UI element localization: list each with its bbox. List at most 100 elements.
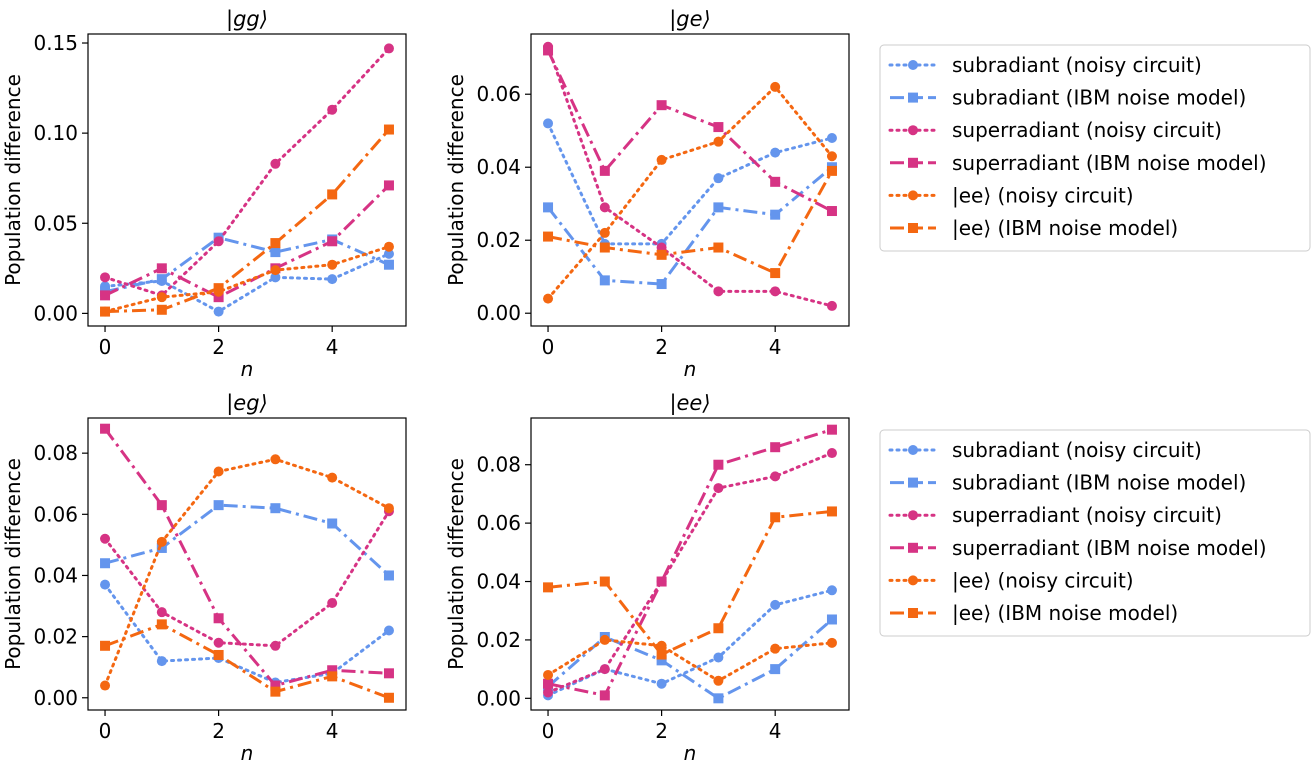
series-line (100, 43, 394, 301)
data-point (826, 424, 837, 435)
legend-label: subradiant (IBM noise model) (952, 86, 1246, 110)
data-point (270, 686, 281, 697)
data-point (656, 678, 667, 689)
series-path (103, 509, 391, 648)
data-point (156, 607, 167, 618)
panel-title: |gg⟩ (226, 7, 268, 32)
data-point (770, 664, 781, 675)
data-point (826, 300, 837, 311)
y-axis-label: Population difference (1, 74, 25, 286)
legend-label: |ee⟩ (noisy circuit) (952, 183, 1134, 207)
data-point (270, 680, 281, 691)
data-point (327, 597, 338, 608)
y-tick-label: 0.00 (33, 686, 78, 710)
y-tick-label: 0.04 (476, 155, 521, 179)
data-point (156, 304, 167, 315)
series-line (543, 41, 837, 311)
series-line (100, 500, 394, 581)
legend-label: superradiant (IBM noise model) (952, 151, 1267, 175)
data-point (713, 459, 724, 470)
legend-marker (908, 608, 918, 618)
x-axis-label: n (241, 741, 254, 762)
data-point (713, 675, 724, 686)
legend-marker (908, 575, 918, 586)
legend-marker (908, 190, 918, 201)
data-point (100, 579, 111, 590)
legend-item: superradiant (noisy circuit) (888, 118, 1222, 142)
series-line (543, 448, 837, 698)
y-tick-label: 0.08 (33, 441, 78, 465)
series-line (100, 506, 394, 651)
legend-box (879, 429, 1311, 637)
series-path (547, 618, 833, 701)
data-point (770, 209, 781, 220)
x-tick-label: 4 (769, 335, 782, 359)
x-tick-label: 4 (769, 719, 782, 743)
x-tick-label: 0 (99, 335, 112, 359)
data-point (383, 248, 394, 259)
y-tick-label: 0.00 (476, 301, 521, 325)
data-point (770, 599, 781, 610)
data-point (599, 576, 610, 587)
legend-label: subradiant (IBM noise model) (952, 471, 1246, 495)
data-point (599, 275, 610, 286)
x-axis-label: n (684, 741, 697, 762)
data-point (656, 655, 667, 666)
panel-2: |ge⟩ 0 2 4 0.00 0.02 0.04 0.06 n Population diffe… (444, 7, 850, 381)
data-point (713, 242, 724, 253)
data-point (599, 202, 610, 213)
series-path (546, 638, 834, 683)
data-point (770, 147, 781, 158)
series-path (546, 166, 833, 286)
data-point (213, 649, 224, 660)
legend-label: superradiant (noisy circuit) (952, 118, 1222, 142)
series-path (103, 427, 390, 688)
series-path (104, 503, 390, 577)
series-path (104, 622, 390, 700)
legend-item: subradiant (noisy circuit) (888, 438, 1202, 462)
series-path (103, 457, 391, 688)
data-point (156, 274, 167, 285)
data-point (713, 173, 724, 184)
legend-marker (908, 477, 918, 488)
data-point (213, 306, 224, 317)
legend-marker (908, 223, 918, 233)
y-tick-label: 0.02 (476, 228, 521, 252)
data-point (656, 279, 667, 290)
legend-marker (908, 445, 918, 455)
data-point (770, 643, 781, 654)
data-point (599, 634, 610, 645)
y-tick-label: 0.08 (476, 453, 521, 477)
series-line (543, 614, 837, 704)
data-point (713, 652, 724, 663)
data-point (713, 483, 724, 494)
axes-frame (530, 33, 850, 327)
series-line (100, 454, 394, 691)
x-tick-label: 0 (542, 335, 555, 359)
data-point (599, 227, 610, 238)
y-tick-label: 0.06 (476, 511, 521, 535)
x-tick-label: 2 (655, 719, 668, 743)
data-point (713, 122, 724, 133)
data-point (100, 680, 111, 691)
data-point (213, 283, 224, 294)
legend-marker (908, 60, 918, 70)
series-line (100, 423, 394, 691)
data-point (826, 165, 837, 176)
series-line (543, 45, 837, 217)
data-point (770, 81, 781, 92)
legend-label: subradiant (noisy circuit) (952, 438, 1202, 462)
data-point (270, 503, 281, 514)
data-point (270, 454, 281, 465)
data-point (327, 665, 338, 676)
data-point (327, 104, 338, 115)
panel-title: |ge⟩ (669, 7, 711, 32)
data-point (599, 165, 610, 176)
data-point (656, 576, 667, 587)
y-tick-label: 0.04 (476, 570, 521, 594)
data-point (100, 423, 111, 434)
legend-item: |ee⟩ (IBM noise model) (890, 216, 1178, 240)
legend-marker (908, 510, 918, 521)
x-tick-label: 0 (99, 719, 112, 743)
